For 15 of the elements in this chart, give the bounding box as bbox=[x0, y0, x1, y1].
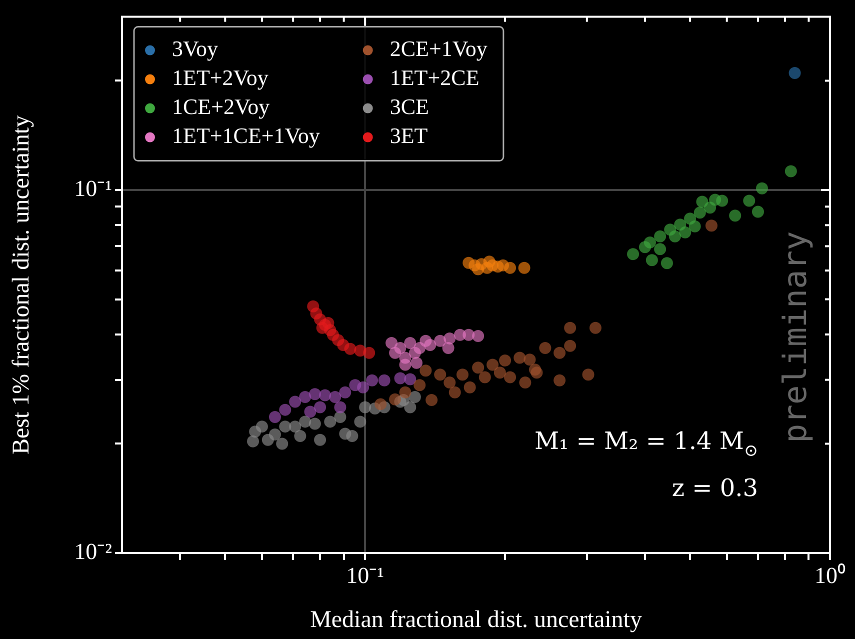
x-axis-title: Median fractional dist. uncertainty bbox=[310, 606, 642, 633]
legend-label: 1ET+2CE bbox=[390, 65, 480, 90]
legend-label: 3Voy bbox=[172, 36, 218, 62]
legend-label: 2CE+1Voy bbox=[390, 36, 488, 62]
legend-label: 3CE bbox=[390, 94, 429, 120]
x-tick-label: 10⁰ bbox=[814, 562, 846, 588]
legend-label: 1ET+1CE+1Voy bbox=[172, 123, 320, 148]
legend-label: 1ET+2Voy bbox=[172, 65, 268, 90]
legend-label: 3ET bbox=[390, 123, 428, 148]
annotation: z = 0.3 bbox=[672, 474, 758, 502]
annotation: M₁ = M₂ = 1.4 M⊙ bbox=[534, 427, 758, 460]
y-tick-label: 10⁻² bbox=[74, 539, 112, 564]
annotation: preliminary bbox=[776, 231, 814, 443]
legend-label: 1CE+2Voy bbox=[172, 94, 270, 120]
y-axis-title: Best 1% fractional dist. uncertainty bbox=[8, 115, 35, 455]
